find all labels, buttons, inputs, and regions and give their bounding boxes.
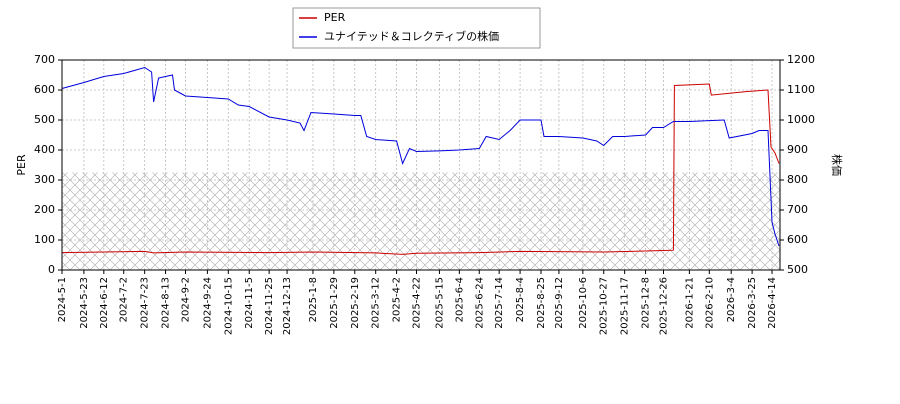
x-tick-label: 2025-5-15 bbox=[434, 277, 445, 329]
x-tick-label: 2024-9-2 bbox=[180, 277, 191, 322]
x-tick-label: 2025-12-8 bbox=[641, 277, 652, 329]
x-tick-label: 2025-4-2 bbox=[392, 277, 403, 322]
x-tick-label: 2026-2-10 bbox=[704, 277, 715, 329]
x-tick-label: 2025-10-6 bbox=[578, 277, 589, 329]
x-tick-label: 2025-10-27 bbox=[599, 277, 610, 335]
y-axis-label: PER bbox=[15, 154, 28, 176]
x-tick-label: 2025-12-26 bbox=[658, 277, 669, 335]
y-tick-label: 600 bbox=[34, 83, 55, 96]
y-tick-label: 200 bbox=[34, 203, 55, 216]
x-tick-label: 2024-9-24 bbox=[202, 277, 213, 329]
x-tick-label: 2025-6-24 bbox=[474, 277, 485, 329]
y-tick-label: 400 bbox=[34, 143, 55, 156]
x-tick-label: 2024-6-12 bbox=[99, 277, 110, 329]
x-tick-label: 2025-11-17 bbox=[620, 277, 631, 335]
x-tick-label: 2025-4-22 bbox=[412, 277, 423, 329]
x-tick-label: 2024-8-13 bbox=[161, 277, 172, 329]
x-tick-label: 2024-10-15 bbox=[223, 277, 234, 335]
y2-tick-label: 500 bbox=[787, 263, 808, 276]
y2-tick-label: 800 bbox=[787, 173, 808, 186]
y2-tick-label: 700 bbox=[787, 203, 808, 216]
y2-tick-label: 1200 bbox=[787, 53, 815, 66]
x-tick-label: 2025-8-25 bbox=[536, 277, 547, 329]
x-tick-label: 2025-1-29 bbox=[329, 277, 340, 329]
y2-tick-label: 600 bbox=[787, 233, 808, 246]
x-tick-label: 2026-3-25 bbox=[747, 277, 758, 329]
x-tick-label: 2026-1-21 bbox=[684, 277, 695, 329]
y-tick-label: 100 bbox=[34, 233, 55, 246]
y-tick-label: 300 bbox=[34, 173, 55, 186]
series-line bbox=[61, 66, 780, 247]
y-tick-label: 700 bbox=[34, 53, 55, 66]
y2-axis-label: 株価 bbox=[830, 154, 844, 176]
x-tick-label: 2024-5-23 bbox=[79, 277, 90, 329]
legend-box bbox=[292, 7, 541, 49]
x-tick-label: 2025-3-12 bbox=[371, 277, 382, 329]
series-line bbox=[61, 83, 780, 255]
x-tick-label: 2026-3-4 bbox=[726, 277, 737, 322]
y-tick-label: 500 bbox=[34, 113, 55, 126]
x-tick-label: 2024-12-13 bbox=[282, 277, 293, 335]
legend-label: ユナイテッド＆コレクティブの株価 bbox=[324, 29, 499, 43]
y2-tick-label: 1100 bbox=[787, 83, 815, 96]
x-tick-label: 2024-11-5 bbox=[244, 277, 255, 329]
y2-tick-label: 900 bbox=[787, 143, 808, 156]
y-tick-label: 0 bbox=[48, 263, 55, 276]
x-tick-label: 2025-1-8 bbox=[308, 277, 319, 322]
x-tick-label: 2025-7-14 bbox=[494, 277, 505, 329]
x-tick-label: 2024-5-1 bbox=[57, 277, 68, 322]
y2-tick-label: 1000 bbox=[787, 113, 815, 126]
x-tick-label: 2025-8-4 bbox=[515, 277, 526, 322]
legend-label: PER bbox=[324, 11, 346, 24]
x-tick-label: 2025-6-4 bbox=[454, 277, 465, 322]
x-tick-label: 2024-7-23 bbox=[140, 277, 151, 329]
x-tick-label: 2024-11-25 bbox=[264, 277, 275, 335]
plot-frame bbox=[61, 59, 781, 271]
x-tick-label: 2025-9-12 bbox=[554, 277, 565, 329]
x-tick-label: 2026-4-14 bbox=[767, 277, 778, 329]
x-tick-label: 2025-2-19 bbox=[350, 277, 361, 329]
x-tick-label: 2024-7-2 bbox=[119, 277, 130, 322]
shaded-band bbox=[62, 172, 780, 270]
